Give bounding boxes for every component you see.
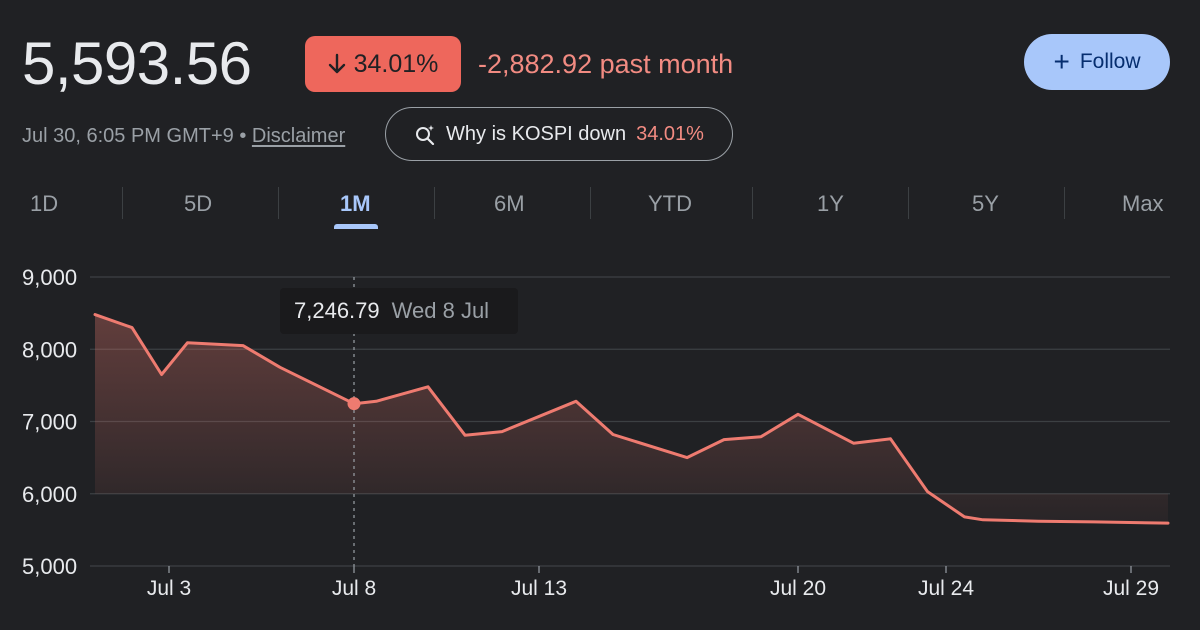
why-prefix: Why is KOSPI down bbox=[446, 122, 627, 145]
tab-6m[interactable]: 6M bbox=[494, 191, 525, 216]
tab-divider bbox=[122, 187, 123, 219]
tab-divider bbox=[434, 187, 435, 219]
follow-label: Follow bbox=[1079, 50, 1141, 73]
arrow-down-icon bbox=[328, 53, 345, 74]
tab-1d[interactable]: 1D bbox=[30, 191, 59, 216]
tooltip-date: Wed 8 Jul bbox=[391, 298, 490, 323]
active-tab-indicator bbox=[334, 224, 378, 229]
x-tick-label: Jul 13 bbox=[511, 577, 567, 600]
change-absolute: -2,882.92 past month bbox=[478, 49, 734, 79]
tab-1y[interactable]: 1Y bbox=[817, 191, 844, 216]
separator-dot: • bbox=[239, 125, 247, 147]
x-tick-label: Jul 8 bbox=[332, 577, 376, 600]
tab-divider bbox=[908, 187, 909, 219]
y-tick-label: 8,000 bbox=[22, 337, 77, 362]
disclaimer-link[interactable]: Disclaimer bbox=[251, 125, 346, 147]
y-tick-label: 9,000 bbox=[22, 265, 77, 290]
sparkle-search-icon bbox=[416, 125, 435, 145]
y-tick-label: 5,000 bbox=[22, 554, 77, 579]
change-percent-badge: 34.01% bbox=[305, 36, 461, 92]
why-down-button[interactable]: Why is KOSPI down 34.01% bbox=[385, 107, 733, 161]
tab-divider bbox=[1064, 187, 1065, 219]
current-price: 5,593.56 bbox=[22, 30, 252, 97]
x-tick-label: Jul 20 bbox=[770, 577, 826, 600]
change-percent-value: 34.01% bbox=[353, 49, 439, 78]
plus-icon: + bbox=[1053, 46, 1070, 77]
price-area bbox=[95, 314, 1168, 524]
follow-button[interactable]: + Follow bbox=[1024, 34, 1170, 90]
chart-tooltip: 7,246.79 Wed 8 Jul bbox=[280, 288, 518, 334]
tab-ytd[interactable]: YTD bbox=[648, 191, 692, 216]
tab-5d[interactable]: 5D bbox=[184, 191, 213, 216]
tab-divider bbox=[752, 187, 753, 219]
highlight-point bbox=[347, 397, 361, 411]
tab-divider bbox=[590, 187, 591, 219]
range-tabs: 1D 5D 1M 6M YTD 1Y 5Y Max bbox=[0, 180, 1200, 230]
y-tick-label: 6,000 bbox=[22, 482, 77, 507]
x-tick-label: Jul 29 bbox=[1103, 577, 1159, 600]
tab-5y[interactable]: 5Y bbox=[972, 191, 999, 216]
tooltip-value: 7,246.79 bbox=[294, 298, 380, 323]
y-tick-label: 7,000 bbox=[22, 410, 77, 435]
tab-max[interactable]: Max bbox=[1122, 191, 1164, 216]
price-chart[interactable]: 9,000 8,000 7,000 6,000 5,000 Jul 3 Jul 8 Jul … bbox=[0, 240, 1200, 630]
price-line bbox=[93, 313, 1170, 525]
tab-divider bbox=[278, 187, 279, 219]
timestamp-line: Jul 30, 6:05 PM GMT+9 • Disclaimer bbox=[22, 122, 345, 150]
why-percent: 34.01% bbox=[636, 122, 704, 145]
x-tick-label: Jul 3 bbox=[147, 577, 191, 600]
x-tick-label: Jul 24 bbox=[918, 577, 974, 600]
timestamp: Jul 30, 6:05 PM GMT+9 bbox=[22, 125, 234, 147]
tab-1m[interactable]: 1M bbox=[340, 191, 371, 216]
